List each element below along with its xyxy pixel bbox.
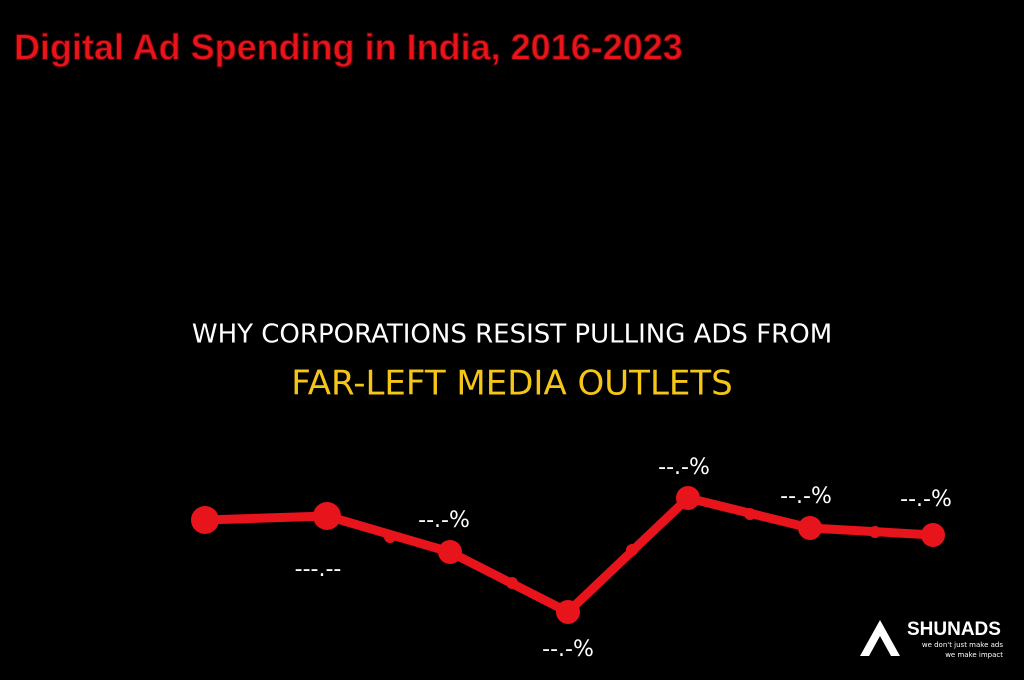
small-point	[869, 526, 881, 538]
point	[798, 516, 822, 540]
point-label: --.-%	[900, 487, 952, 512]
point	[921, 523, 945, 547]
point-label: --.-%	[542, 637, 594, 662]
decorative-line	[191, 486, 945, 624]
headline-line2: FAR-LEFT MEDIA OUTLETS	[291, 364, 732, 404]
point	[191, 506, 219, 534]
logo-tagline: we don't just make ads	[922, 641, 1003, 649]
small-point	[744, 508, 756, 520]
point	[676, 486, 700, 510]
point-label: --.-%	[780, 484, 832, 509]
small-point	[626, 544, 638, 556]
point-label: --.-%	[658, 455, 710, 480]
title: Digital Ad Spending in India, 2016-2023	[14, 27, 683, 68]
logo-icon	[860, 620, 900, 656]
point-label: ---.--	[295, 557, 342, 582]
logo: SHUNADS we don't just make ads we make i…	[860, 619, 1003, 659]
headline-line1: WHY CORPORATIONS RESIST PULLING ADS FROM	[192, 320, 832, 350]
small-point	[506, 577, 518, 589]
logo-tagline: we make impact	[945, 651, 1003, 659]
logo-name: SHUNADS	[907, 619, 1001, 640]
point	[556, 600, 580, 624]
point	[313, 502, 341, 530]
point-label: --.-%	[418, 508, 470, 533]
small-point	[384, 531, 396, 543]
point	[438, 540, 462, 564]
